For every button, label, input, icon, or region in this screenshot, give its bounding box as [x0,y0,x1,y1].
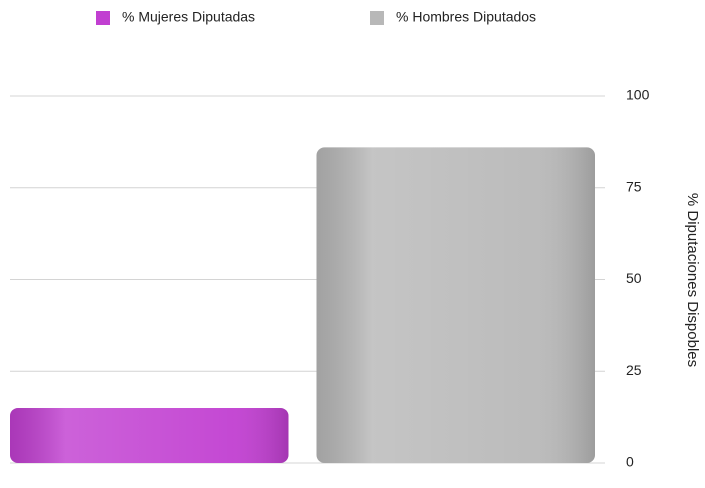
bar-shade [316,147,595,463]
y-tick-label: 25 [626,362,642,378]
legend-label: % Hombres Diputados [396,9,536,25]
legend-swatch [96,11,110,25]
y-tick-label: 100 [626,87,650,103]
y-tick-label: 50 [626,270,642,286]
legend-swatch [370,11,384,25]
y-axis-label: % Diputaciones Dispobles [684,193,701,367]
bar-shade [10,407,289,463]
y-tick-label: 0 [626,454,634,470]
legend-label: % Mujeres Diputadas [122,9,255,25]
y-tick-label: 75 [626,178,642,194]
